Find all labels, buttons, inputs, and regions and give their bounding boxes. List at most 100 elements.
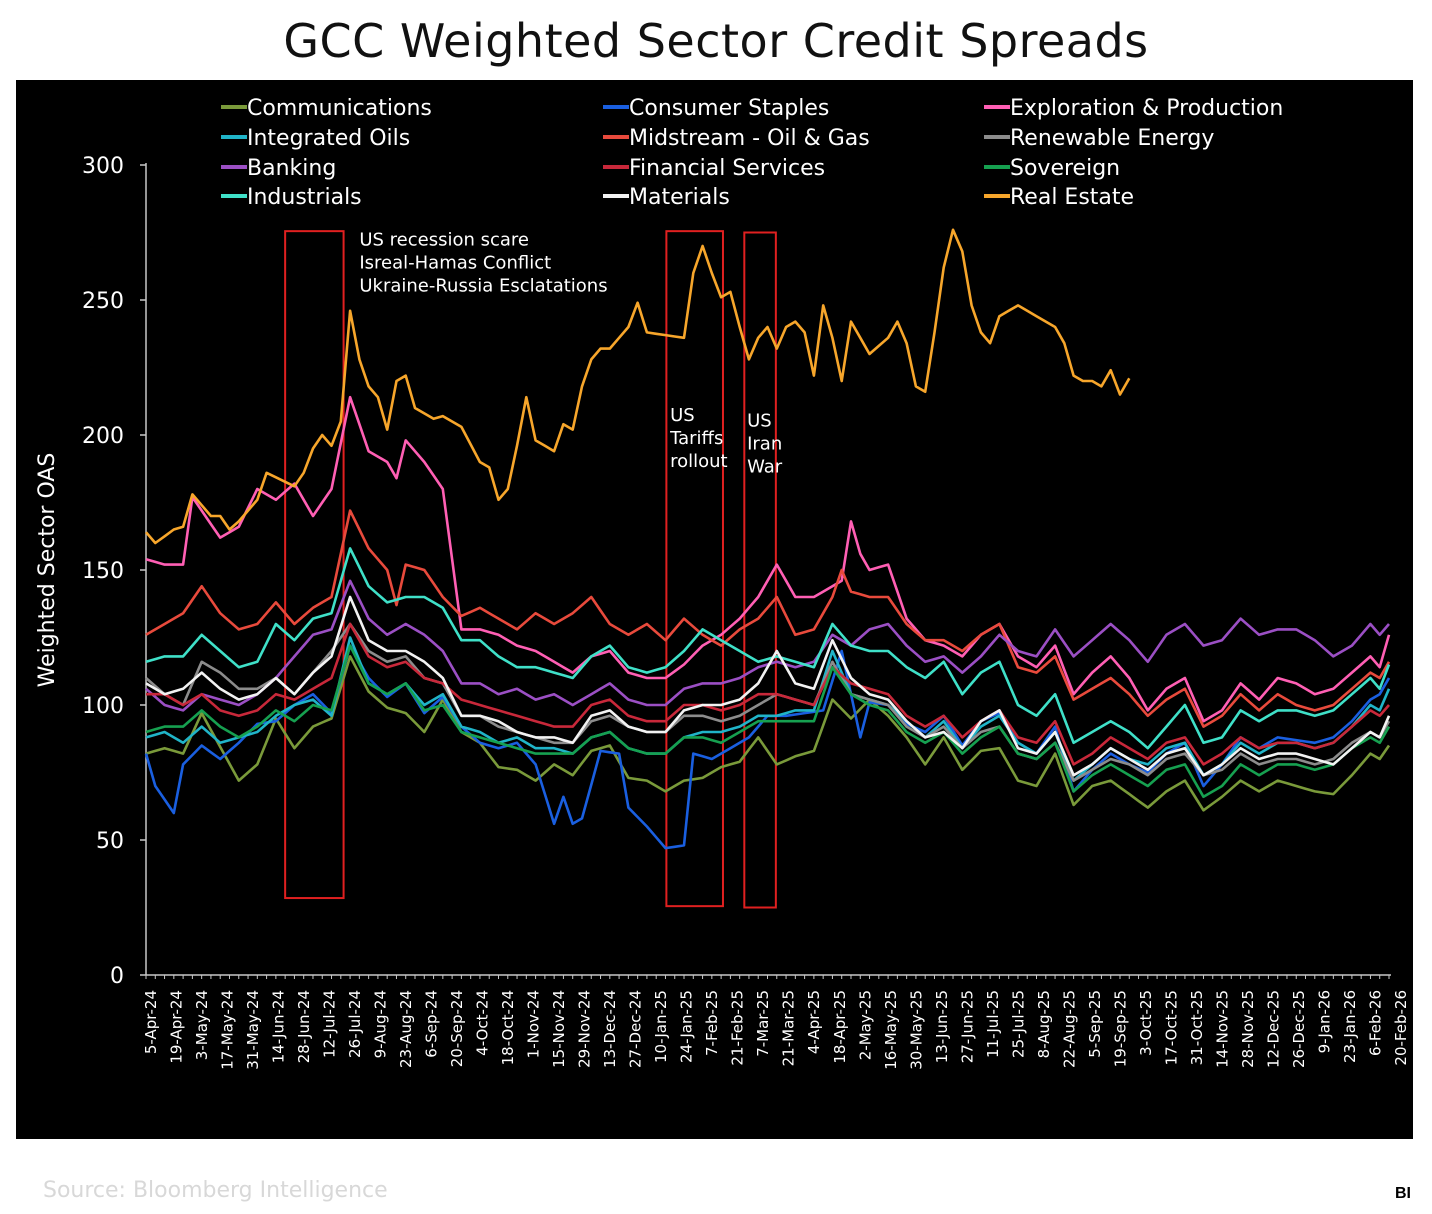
annotation-text: Isreal-Hamas Conflict: [359, 253, 551, 274]
annotation-box: [665, 230, 724, 908]
legend-label: Exploration & Production: [1010, 96, 1283, 121]
legend-label: Renewable Energy: [1010, 126, 1214, 151]
x-tick-label: 13-Dec-24: [601, 990, 619, 1068]
legend-label: Communications: [247, 96, 432, 121]
logo-line1: Bloomberg: [1280, 1174, 1370, 1193]
axes: 0 50 100 150 200 250 300 Weighted Sector OAS 5-A…: [35, 154, 1410, 1070]
y-axis-label: Weighted Sector OAS: [35, 453, 60, 688]
x-tick-label: 28-Nov-25: [1239, 990, 1257, 1068]
x-tick-label: 18-Apr-25: [831, 990, 849, 1064]
annotation-box: [284, 230, 345, 900]
x-tick-label: 24-Jan-25: [678, 990, 696, 1063]
x-tick-label: 30-May-25: [907, 990, 925, 1070]
series-line-real-estate: [145, 228, 1131, 545]
series-line-exploration-production: [145, 395, 1391, 723]
x-tick-label: 17-Oct-25: [1162, 990, 1180, 1065]
x-tick-label: 9-Aug-24: [372, 990, 390, 1058]
legend-label: Consumer Staples: [629, 96, 829, 121]
x-tick-label: 20-Sep-24: [448, 990, 466, 1067]
bi-badge-icon: BI: [1386, 1177, 1420, 1211]
x-tick-label: 15-Nov-24: [550, 990, 568, 1068]
x-tick-label: 27-Jun-25: [958, 990, 976, 1063]
x-tick-label: 31-Oct-25: [1188, 990, 1206, 1065]
x-tick-label: 11-Jul-25: [984, 990, 1002, 1058]
x-tick-label: 7-Feb-25: [703, 990, 721, 1056]
legend-label: Financial Services: [629, 156, 825, 181]
legend-label: Industrials: [247, 185, 362, 210]
x-tick-label: 18-Oct-24: [499, 990, 517, 1065]
series-line-midstream-oil-gas: [145, 509, 1391, 728]
x-tick-label: 25-Jul-25: [1009, 990, 1027, 1058]
y-tick-label: 50: [96, 829, 124, 854]
annotation-text: Tariffs: [669, 428, 723, 449]
x-tick-label: 19-Sep-25: [1111, 990, 1129, 1067]
x-tick-label: 3-May-24: [193, 990, 211, 1060]
x-tick-label: 5-Sep-25: [1086, 990, 1104, 1058]
x-tick-label: 23-Aug-24: [397, 990, 415, 1068]
y-tick-label: 100: [82, 694, 124, 719]
y-tick-label: 150: [82, 559, 124, 584]
series-line-communications: [145, 655, 1391, 812]
annotation-text: War: [747, 456, 783, 477]
annotation-box: [743, 231, 777, 909]
series-lines: [144, 228, 1391, 850]
x-tick-label: 21-Feb-25: [729, 990, 747, 1066]
annotation-text: US: [670, 405, 695, 426]
series-line-sovereign: [145, 644, 1391, 799]
y-tick-label: 250: [82, 289, 124, 314]
bloomberg-logo: Bloomberg Intelligence: [1280, 1174, 1374, 1214]
x-tick-label: 19-Apr-24: [168, 990, 186, 1064]
x-tick-label: 26-Jul-24: [346, 990, 364, 1058]
legend: Communications Consumer Staples Exploratio…: [221, 96, 1283, 210]
series-line-materials: [145, 595, 1391, 777]
x-tick-label: 16-May-25: [882, 990, 900, 1070]
x-tick-label: 23-Jan-26: [1341, 990, 1359, 1063]
legend-label: Midstream - Oil & Gas: [629, 126, 870, 151]
x-tick-label: 21-Mar-25: [780, 990, 798, 1066]
x-tick-label: 8-Aug-25: [1035, 990, 1053, 1058]
y-tick-label: 200: [82, 424, 124, 449]
x-tick-label: 1-Nov-24: [525, 990, 543, 1058]
annotation-text: Ukraine-Russia Esclatations: [359, 276, 607, 297]
x-tick-label: 22-Aug-25: [1060, 990, 1078, 1068]
legend-label: Real Estate: [1010, 185, 1134, 210]
annotation-text: US: [747, 411, 772, 432]
annotation-text: US recession scare: [359, 230, 529, 251]
legend-label: Sovereign: [1010, 156, 1120, 181]
x-tick-label: 5-Apr-24: [142, 990, 160, 1054]
x-tick-label: 4-Apr-25: [805, 990, 823, 1054]
y-tick-label: 0: [110, 964, 124, 989]
x-tick-label: 2-May-25: [856, 990, 874, 1060]
series-line-banking: [145, 579, 1390, 712]
series-line-renewable-energy: [145, 622, 1391, 782]
x-tick-label: 31-May-24: [244, 990, 262, 1070]
x-tick-label: 28-Jun-24: [295, 990, 313, 1063]
line-chart: 0 50 100 150 200 250 300 Weighted Sector OAS 5-A…: [35, 96, 1410, 1070]
x-tick-label: 17-May-24: [219, 990, 237, 1070]
chart-title: GCC Weighted Sector Credit Spreads: [283, 14, 1149, 68]
source-note: Source: Bloomberg Intelligence: [43, 1178, 388, 1203]
chart-panel: 0 50 100 150 200 250 300 Weighted Sector OAS 5-A…: [16, 80, 1420, 1213]
x-tick-label: 14-Nov-25: [1213, 990, 1231, 1068]
x-tick-label: 3-Oct-25: [1137, 990, 1155, 1056]
legend-label: Materials: [629, 185, 730, 210]
x-tick-label: 12-Dec-25: [1264, 990, 1282, 1068]
x-tick-label: 13-Jun-25: [933, 990, 951, 1063]
x-tick-label: 6-Sep-24: [423, 990, 441, 1058]
y-tick-label: 300: [82, 154, 124, 179]
x-tick-label: 10-Jan-25: [652, 990, 670, 1063]
annotation-text: rollout: [670, 451, 728, 472]
x-tick-label: 29-Nov-24: [576, 990, 594, 1068]
series-line-financial-services: [146, 622, 1390, 766]
x-tick-label: 14-Jun-24: [270, 990, 288, 1063]
x-tick-label: 7-Mar-25: [754, 990, 772, 1057]
logo-line2: Intelligence: [1280, 1194, 1374, 1213]
x-tick-label: 20-Feb-26: [1392, 990, 1410, 1066]
x-tick-label: 6-Feb-26: [1366, 990, 1384, 1056]
x-tick-label: 4-Oct-24: [474, 990, 492, 1056]
legend-label: Integrated Oils: [247, 126, 410, 151]
x-tick-label: 9-Jan-26: [1315, 990, 1333, 1053]
series-line-industrials: [145, 547, 1391, 750]
annotation-text: Iran: [747, 433, 782, 454]
